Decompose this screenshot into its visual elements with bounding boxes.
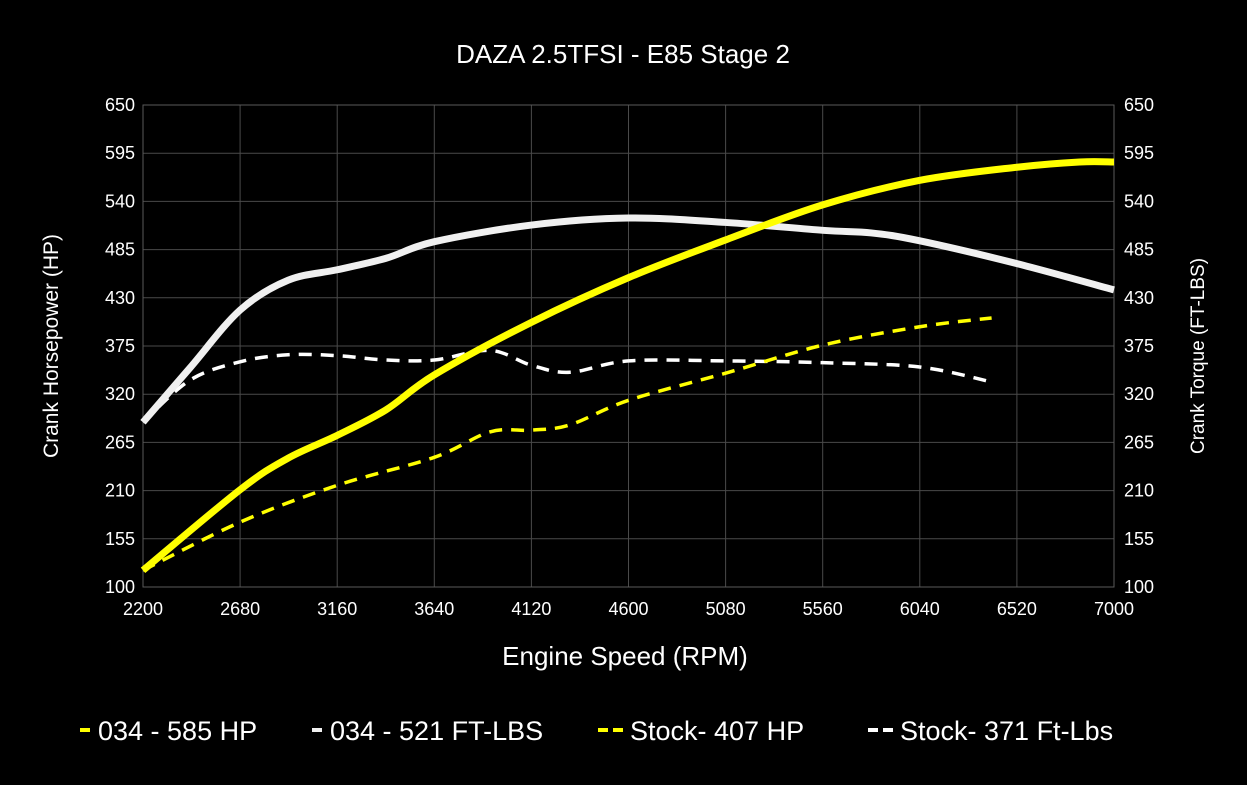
x-tick-labels: 2200 2680 3160 3640 4120 4600 5080 5560 6040 6520… [123,599,1134,619]
y-right-tick-label: 265 [1124,432,1154,452]
y-left-tick-label: 210 [105,481,135,501]
x-tick-label: 3640 [414,599,454,619]
y-right-tick-label: 155 [1124,529,1154,549]
y-right-tick-label: 485 [1124,240,1154,260]
y-left-tick-label: 540 [105,191,135,211]
series-line-3 [142,316,992,572]
y-right-tick-label: 430 [1124,288,1154,308]
x-tick-label: 4600 [608,599,648,619]
y-left-tick-labels: 100 155 210 265 320 375 430 485 540 595 650 [105,95,135,597]
x-tick-label: 4120 [511,599,551,619]
legend-label: 034 - 585 HP [98,716,257,746]
grid [142,104,1115,588]
x-tick-label: 2680 [220,599,260,619]
y-left-tick-label: 485 [105,240,135,260]
y-right-tick-label: 320 [1124,384,1154,404]
y-right-tick-label: 650 [1124,95,1154,115]
x-tick-label: 5080 [706,599,746,619]
x-tick-label: 2200 [123,599,163,619]
y-right-tick-labels: 100 155 210 265 320 375 430 485 540 595 650 [1124,95,1154,597]
plot-area-border [142,104,1115,588]
y-right-tick-label: 375 [1124,336,1154,356]
series-line-4 [141,348,992,424]
series-lines [140,158,1115,574]
x-tick-label: 6520 [997,599,1037,619]
legend-label: Stock- 407 HP [630,716,804,746]
y-right-tick-label: 210 [1124,481,1154,501]
x-tick-label: 5560 [803,599,843,619]
y-left-tick-label: 650 [105,95,135,115]
y-left-tick-label: 265 [105,432,135,452]
legend-label: 034 - 521 FT-LBS [330,716,543,746]
y-left-tick-label: 375 [105,336,135,356]
y-left-tick-label: 595 [105,143,135,163]
series-line-2 [140,214,1115,425]
x-tick-label: 6040 [900,599,940,619]
y-right-tick-label: 100 [1124,577,1154,597]
y-left-tick-label: 155 [105,529,135,549]
y-right-tick-label: 595 [1124,143,1154,163]
chart-title: DAZA 2.5TFSI - E85 Stage 2 [456,39,790,69]
x-tick-label: 7000 [1094,599,1134,619]
legend: 034 - 585 HP 034 - 521 FT-LBS Stock- 407 H… [80,716,1113,746]
y-axis-right-label: Crank Torque (FT-LBS) [1188,258,1209,454]
series-line-1 [140,158,1115,574]
y-left-tick-label: 100 [105,577,135,597]
y-left-tick-label: 430 [105,288,135,308]
x-axis-label: Engine Speed (RPM) [502,641,748,671]
x-tick-label: 3160 [317,599,357,619]
y-left-tick-label: 320 [105,384,135,404]
legend-label: Stock- 371 Ft-Lbs [900,716,1113,746]
y-axis-left-label: Crank Horsepower (HP) [40,234,63,458]
y-right-tick-label: 540 [1124,191,1154,211]
